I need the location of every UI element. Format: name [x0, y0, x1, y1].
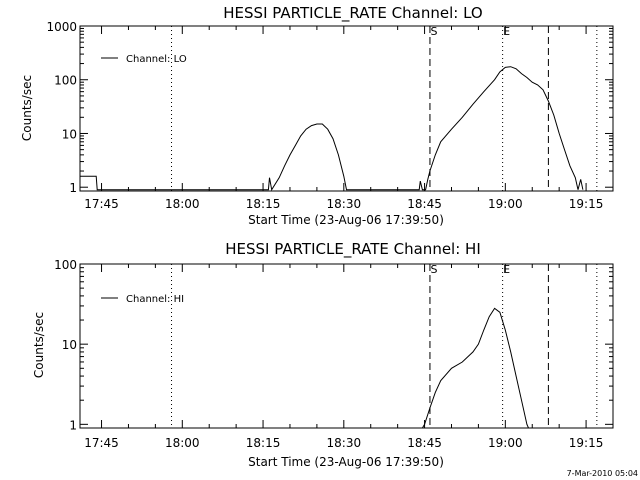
y-tick-label: 1000 [46, 20, 77, 34]
legend-label: Channel: HI [126, 294, 184, 305]
y-tick-label: 100 [54, 258, 77, 272]
event-marker-label: E [503, 263, 510, 276]
x-tick-label: 18:30 [327, 197, 362, 211]
plot-frame [79, 263, 614, 429]
y-axis-label: Counts/sec [32, 312, 46, 378]
series-line [80, 66, 584, 191]
y-tick-label: 1 [69, 418, 77, 432]
x-axis-label: Start Time (23-Aug-06 17:39:50) [248, 213, 444, 227]
x-tick-label: 18:45 [407, 197, 442, 211]
legend: Channel: HI [101, 294, 184, 305]
legend: Channel: LO [101, 54, 187, 65]
x-axis-label: Start Time (23-Aug-06 17:39:50) [248, 455, 444, 469]
y-tick-label: 100 [54, 74, 77, 88]
y-tick-label: 10 [62, 127, 77, 141]
x-tick-label: 18:15 [246, 436, 281, 450]
series-line [421, 307, 529, 428]
event-marker-label: S [430, 25, 437, 38]
y-axis-label: Counts/sec [20, 75, 34, 141]
plot-area: 17:45 18:00 18:15 18:30 18:45 19:00 19:15 1 10 10… [54, 258, 614, 450]
x-tick-label: 17:45 [84, 436, 119, 450]
y-tick-label: 1 [69, 181, 77, 195]
generated-timestamp: 7-Mar-2010 05:04 [567, 469, 638, 478]
event-marker-label: S [430, 263, 437, 276]
event-marker-label: E [503, 25, 510, 38]
lo-channel-panel: HESSI PARTICLE_RATE Channel: LO 17:45 18:… [20, 4, 614, 227]
x-tick-label: 18:00 [165, 197, 200, 211]
legend-label: Channel: LO [126, 54, 187, 65]
x-tick-label: 18:00 [165, 436, 200, 450]
x-tick-label: 18:15 [246, 197, 281, 211]
x-tick-label: 17:45 [84, 197, 119, 211]
x-tick-label: 18:45 [407, 436, 442, 450]
plot-frame [79, 25, 614, 192]
plot-area: 17:45 18:00 18:15 18:30 18:45 19:00 19:15 1 10 10… [46, 20, 614, 211]
x-tick-label: 19:15 [569, 436, 604, 450]
y-tick-label: 10 [62, 338, 77, 352]
x-tick-label: 19:15 [569, 197, 604, 211]
chart-title: HESSI PARTICLE_RATE Channel: LO [223, 4, 482, 23]
x-tick-label: 18:30 [327, 436, 362, 450]
x-tick-label: 19:00 [488, 436, 523, 450]
chart-title: HESSI PARTICLE_RATE Channel: HI [225, 240, 481, 259]
hi-channel-panel: HESSI PARTICLE_RATE Channel: HI 17:45 18:… [32, 240, 614, 469]
x-tick-label: 19:00 [488, 197, 523, 211]
